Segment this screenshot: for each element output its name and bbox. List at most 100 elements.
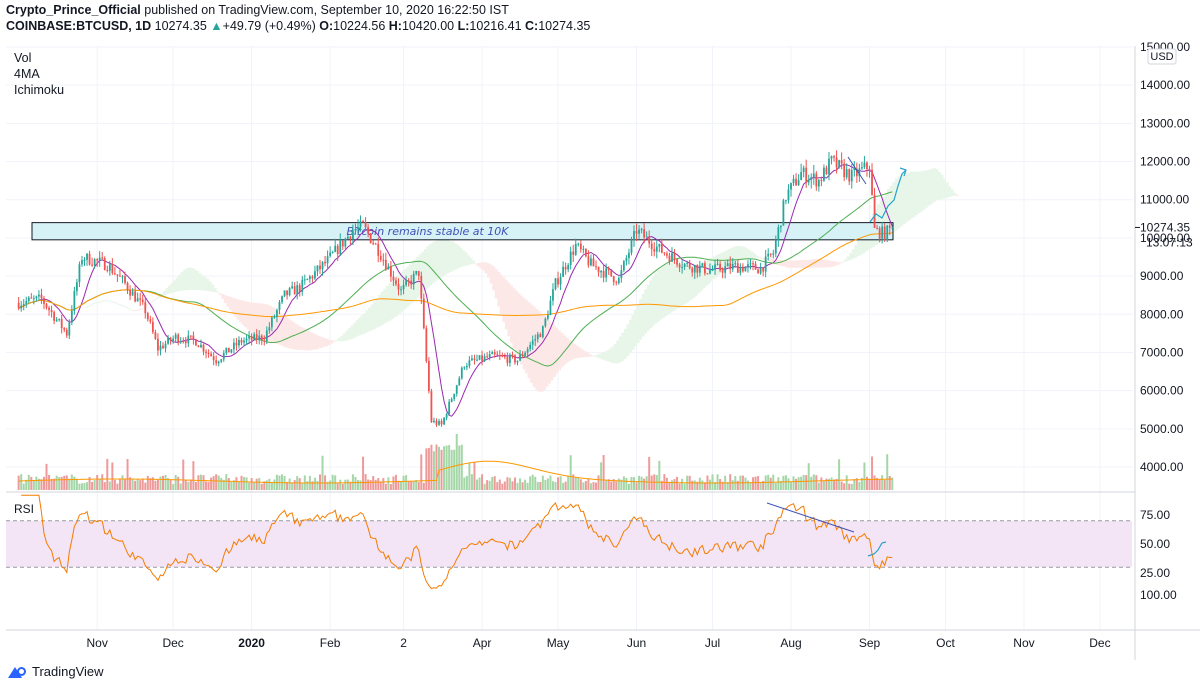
volume-bar bbox=[384, 483, 387, 490]
volume-bar bbox=[319, 474, 321, 490]
candle-body bbox=[76, 282, 78, 292]
candle-body bbox=[678, 264, 681, 268]
candle-body bbox=[767, 253, 770, 257]
candle-body bbox=[460, 367, 463, 379]
volume-bar bbox=[344, 479, 347, 490]
cloud-segment bbox=[441, 239, 445, 277]
time-tick: Jul bbox=[705, 636, 720, 650]
candle-body bbox=[458, 378, 461, 386]
cloud-segment bbox=[803, 260, 807, 269]
candle-body bbox=[48, 307, 50, 311]
volume-bar bbox=[805, 475, 808, 490]
candle-body bbox=[729, 263, 732, 270]
cloud-segment bbox=[180, 271, 184, 291]
volume-bar bbox=[610, 481, 613, 490]
candle-body bbox=[167, 337, 169, 344]
cloud-segment bbox=[439, 239, 443, 278]
candle-body bbox=[273, 316, 276, 318]
candle-body bbox=[838, 160, 841, 168]
cloud-segment bbox=[583, 351, 587, 358]
candle-body bbox=[200, 344, 202, 348]
legend-4ma[interactable]: 4MA bbox=[14, 67, 40, 81]
cloud-segment bbox=[160, 293, 164, 297]
volume-bar bbox=[729, 474, 732, 490]
cloud-segment bbox=[190, 267, 194, 290]
price-tick: 7000.00 bbox=[1140, 345, 1184, 359]
candle-body bbox=[65, 329, 68, 336]
volume-bar bbox=[32, 480, 35, 490]
candle-body bbox=[68, 322, 71, 336]
volume-bar bbox=[70, 474, 73, 490]
volume-bar bbox=[210, 477, 213, 490]
candle-body bbox=[714, 264, 716, 270]
candle-body bbox=[600, 270, 602, 273]
volume-bar bbox=[673, 479, 676, 490]
candle-body bbox=[129, 290, 131, 296]
author-name[interactable]: Crypto_Prince_Official bbox=[6, 3, 141, 17]
volume-bar bbox=[339, 479, 342, 490]
candle-body bbox=[744, 266, 747, 272]
volume-bar bbox=[779, 480, 782, 490]
cloud-segment bbox=[760, 257, 764, 259]
candle-body bbox=[795, 178, 797, 186]
candle-body bbox=[554, 278, 557, 290]
volume-bar bbox=[584, 481, 587, 490]
volume-bar bbox=[784, 475, 787, 490]
volume-bar bbox=[529, 476, 532, 490]
candle-body bbox=[136, 298, 139, 302]
symbol-label[interactable]: COINBASE:BTCUSD, 1D bbox=[6, 19, 152, 33]
candle-body bbox=[187, 335, 190, 344]
candle-body bbox=[362, 221, 364, 223]
volume-bar bbox=[159, 476, 162, 490]
volume-bar bbox=[567, 476, 570, 490]
volume-bar bbox=[800, 476, 803, 490]
candle-body bbox=[113, 273, 116, 275]
cloud-segment bbox=[241, 300, 245, 325]
cloud-segment bbox=[861, 231, 865, 254]
volume-bar bbox=[554, 481, 557, 490]
cloud-segment bbox=[859, 236, 863, 255]
cloud-segment bbox=[497, 271, 501, 307]
cloud-segment bbox=[677, 262, 681, 308]
candle-body bbox=[501, 355, 504, 357]
candle-body bbox=[387, 266, 390, 270]
cloud-segment bbox=[588, 354, 592, 357]
candle-body bbox=[134, 291, 137, 302]
resistance-zone[interactable] bbox=[31, 222, 894, 241]
candle-body bbox=[430, 391, 433, 422]
cloud-segment bbox=[818, 259, 822, 268]
candle-body bbox=[98, 257, 101, 261]
brand-name[interactable]: TradingView bbox=[32, 664, 104, 679]
cloud-segment bbox=[142, 306, 146, 308]
cloud-segment bbox=[904, 172, 908, 223]
volume-bar bbox=[313, 477, 316, 490]
volume-bar bbox=[326, 481, 329, 490]
volume-bar bbox=[787, 478, 790, 490]
volume-bar bbox=[402, 475, 405, 490]
cloud-segment bbox=[540, 313, 544, 392]
volume-bar bbox=[521, 482, 524, 490]
volume-bar bbox=[45, 463, 48, 490]
candle-body bbox=[531, 340, 534, 345]
volume-bar bbox=[126, 459, 129, 490]
cloud-segment bbox=[948, 186, 952, 198]
volume-bar bbox=[460, 444, 463, 490]
cloud-segment bbox=[593, 355, 597, 357]
volume-bar bbox=[617, 478, 620, 490]
cloud-segment bbox=[545, 318, 549, 387]
legend-vol[interactable]: Vol bbox=[14, 51, 32, 65]
cloud-segment bbox=[228, 296, 232, 311]
candle-body bbox=[486, 356, 489, 358]
legend-ichimoku[interactable]: Ichimoku bbox=[14, 83, 65, 97]
volume-bar bbox=[488, 480, 491, 490]
rsi-divergence-line bbox=[766, 502, 855, 533]
cloud-segment bbox=[444, 239, 448, 275]
price-tick: 8000.00 bbox=[1140, 307, 1184, 321]
cloud-segment bbox=[188, 267, 192, 290]
candle-body bbox=[615, 282, 618, 284]
candle-body bbox=[245, 338, 248, 341]
volume-bar bbox=[387, 477, 390, 490]
cloud-segment bbox=[953, 192, 957, 196]
volume-bar bbox=[96, 475, 99, 490]
